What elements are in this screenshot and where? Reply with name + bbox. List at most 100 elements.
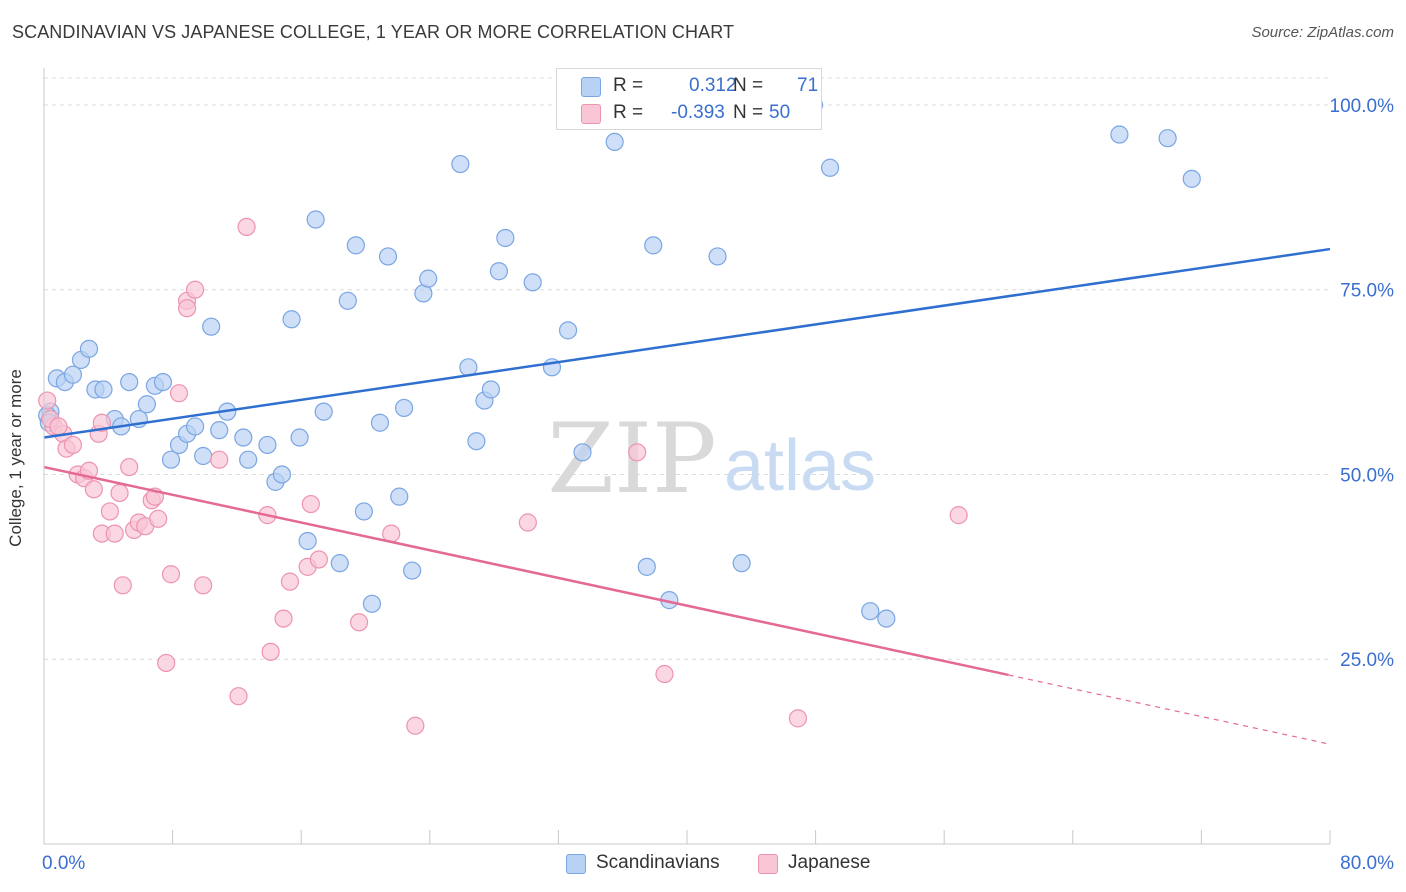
y-tick-label: 100.0% (1330, 96, 1395, 117)
scandinavian-point (861, 602, 880, 621)
legend-swatch-pink (581, 104, 601, 124)
scandinavian-point (419, 269, 438, 288)
x-tick-label-min: 0.0% (42, 853, 85, 874)
japanese-point (349, 613, 369, 632)
japanese-trend-line (43, 465, 1009, 677)
japanese-point (655, 664, 674, 684)
scandinavian-point (338, 291, 357, 310)
japanese-point (84, 480, 103, 499)
legend-n-value: 50 (769, 102, 791, 123)
scandinavian-point (403, 561, 422, 580)
scandinavian-point (1110, 125, 1129, 144)
watermark-atlas: atlas (724, 426, 876, 506)
japanese-point (161, 565, 181, 584)
scandinavian-point (820, 158, 840, 177)
scandinavian-point (234, 428, 253, 447)
scandinavian-point (298, 531, 317, 551)
axes (43, 68, 1331, 845)
y-tick-label: 75.0% (1340, 281, 1394, 302)
scandinavian-point (523, 273, 542, 292)
scandinavian-point (314, 402, 333, 421)
japanese-point (186, 280, 205, 299)
scandinavian-point (79, 339, 99, 358)
scandinavian-point (94, 380, 113, 399)
scandinavian-point (732, 554, 751, 573)
watermark: ZIPatlas (547, 403, 876, 515)
legend-r-label: R = (613, 75, 644, 96)
japanese-point (113, 576, 132, 595)
scandinavian-point (708, 247, 727, 266)
trend-lines (43, 247, 1331, 745)
scandinavian-point (496, 228, 515, 248)
scandinavian-point (63, 365, 83, 384)
scandinavian-point (1158, 129, 1177, 148)
legend-swatch-blue (581, 77, 601, 97)
japanese-point (210, 450, 229, 469)
legend-r-value: -0.393 (671, 102, 725, 123)
scandinavian-point (272, 465, 292, 484)
japanese-point (63, 435, 83, 455)
scandinavian-point (362, 594, 382, 613)
chart-source: Source: ZipAtlas.com (1251, 24, 1394, 41)
scandinavian-point (558, 321, 578, 340)
scandinavian-point (120, 372, 139, 392)
bottom-legend-label: Japanese (788, 852, 871, 873)
bottom-legend-swatch-blue (566, 854, 586, 874)
japanese-trend-extension (1008, 674, 1331, 745)
chart-title: SCANDINAVIAN VS JAPANESE COLLEGE, 1 YEAR… (12, 22, 735, 42)
legend-n-value: 71 (797, 75, 819, 96)
scandinavian-point (605, 132, 624, 152)
legend-n-label: N = (733, 75, 764, 96)
japanese-point (100, 502, 120, 521)
japanese-point (149, 509, 168, 528)
japanese-point (49, 417, 68, 436)
scandinavian-point (194, 446, 213, 466)
japanese-point (301, 494, 320, 514)
japanese-point (949, 506, 968, 525)
scandinavian-point (1182, 169, 1201, 188)
japanese-point (38, 391, 57, 410)
y-axis-label: College, 1 year or more (6, 369, 25, 547)
legend-n-label: N = (733, 102, 764, 123)
scandinavian-point (239, 450, 258, 469)
scandinavian-point (282, 310, 301, 329)
scandinavian-point (306, 210, 325, 229)
japanese-point (110, 483, 129, 503)
legend-row-scandinavian: R = 0.312 N = 71 (581, 75, 821, 99)
japanese-point (628, 443, 647, 462)
scandinavian-point (489, 262, 509, 281)
japanese-point (229, 687, 248, 706)
japanese-point (309, 550, 328, 569)
scandinavian-trend-line (43, 247, 1331, 439)
scandinavian-point (370, 413, 390, 432)
tick-labels: 25.0% 50.0% 75.0% 100.0% 0.0% 80.0% (42, 96, 1394, 874)
legend-row-japanese: R = -0.393 N = 50 (581, 102, 821, 126)
grid (44, 77, 1330, 660)
scandinavian-point (290, 428, 309, 447)
japanese-point (169, 384, 189, 403)
scandinavian-point (644, 236, 663, 255)
japanese-point (274, 609, 293, 628)
japanese-point (92, 413, 111, 432)
japanese-point (280, 572, 300, 591)
legend-r-label: R = (613, 102, 644, 123)
japanese-point (261, 642, 280, 661)
scandinavian-point (161, 450, 181, 469)
japanese-point (120, 457, 139, 477)
scandinavian-point (346, 236, 365, 255)
bottom-legend-label: Scandinavians (596, 852, 720, 873)
scandinavian-point (210, 421, 229, 440)
scandinavian-point (202, 317, 221, 336)
japanese-point (518, 513, 537, 532)
scandinavian-point (330, 554, 349, 573)
scandinavian-point (467, 432, 486, 451)
scandinavian-point (137, 395, 156, 414)
japanese-point (788, 709, 808, 728)
scandinavian-point (390, 487, 409, 506)
japanese-point (194, 576, 213, 595)
legend-r-value: 0.312 (689, 75, 737, 96)
scandinavian-point (481, 380, 500, 399)
scandinavian-point (186, 417, 205, 436)
scandinavian-point (394, 398, 414, 418)
y-tick-label: 25.0% (1340, 650, 1394, 671)
